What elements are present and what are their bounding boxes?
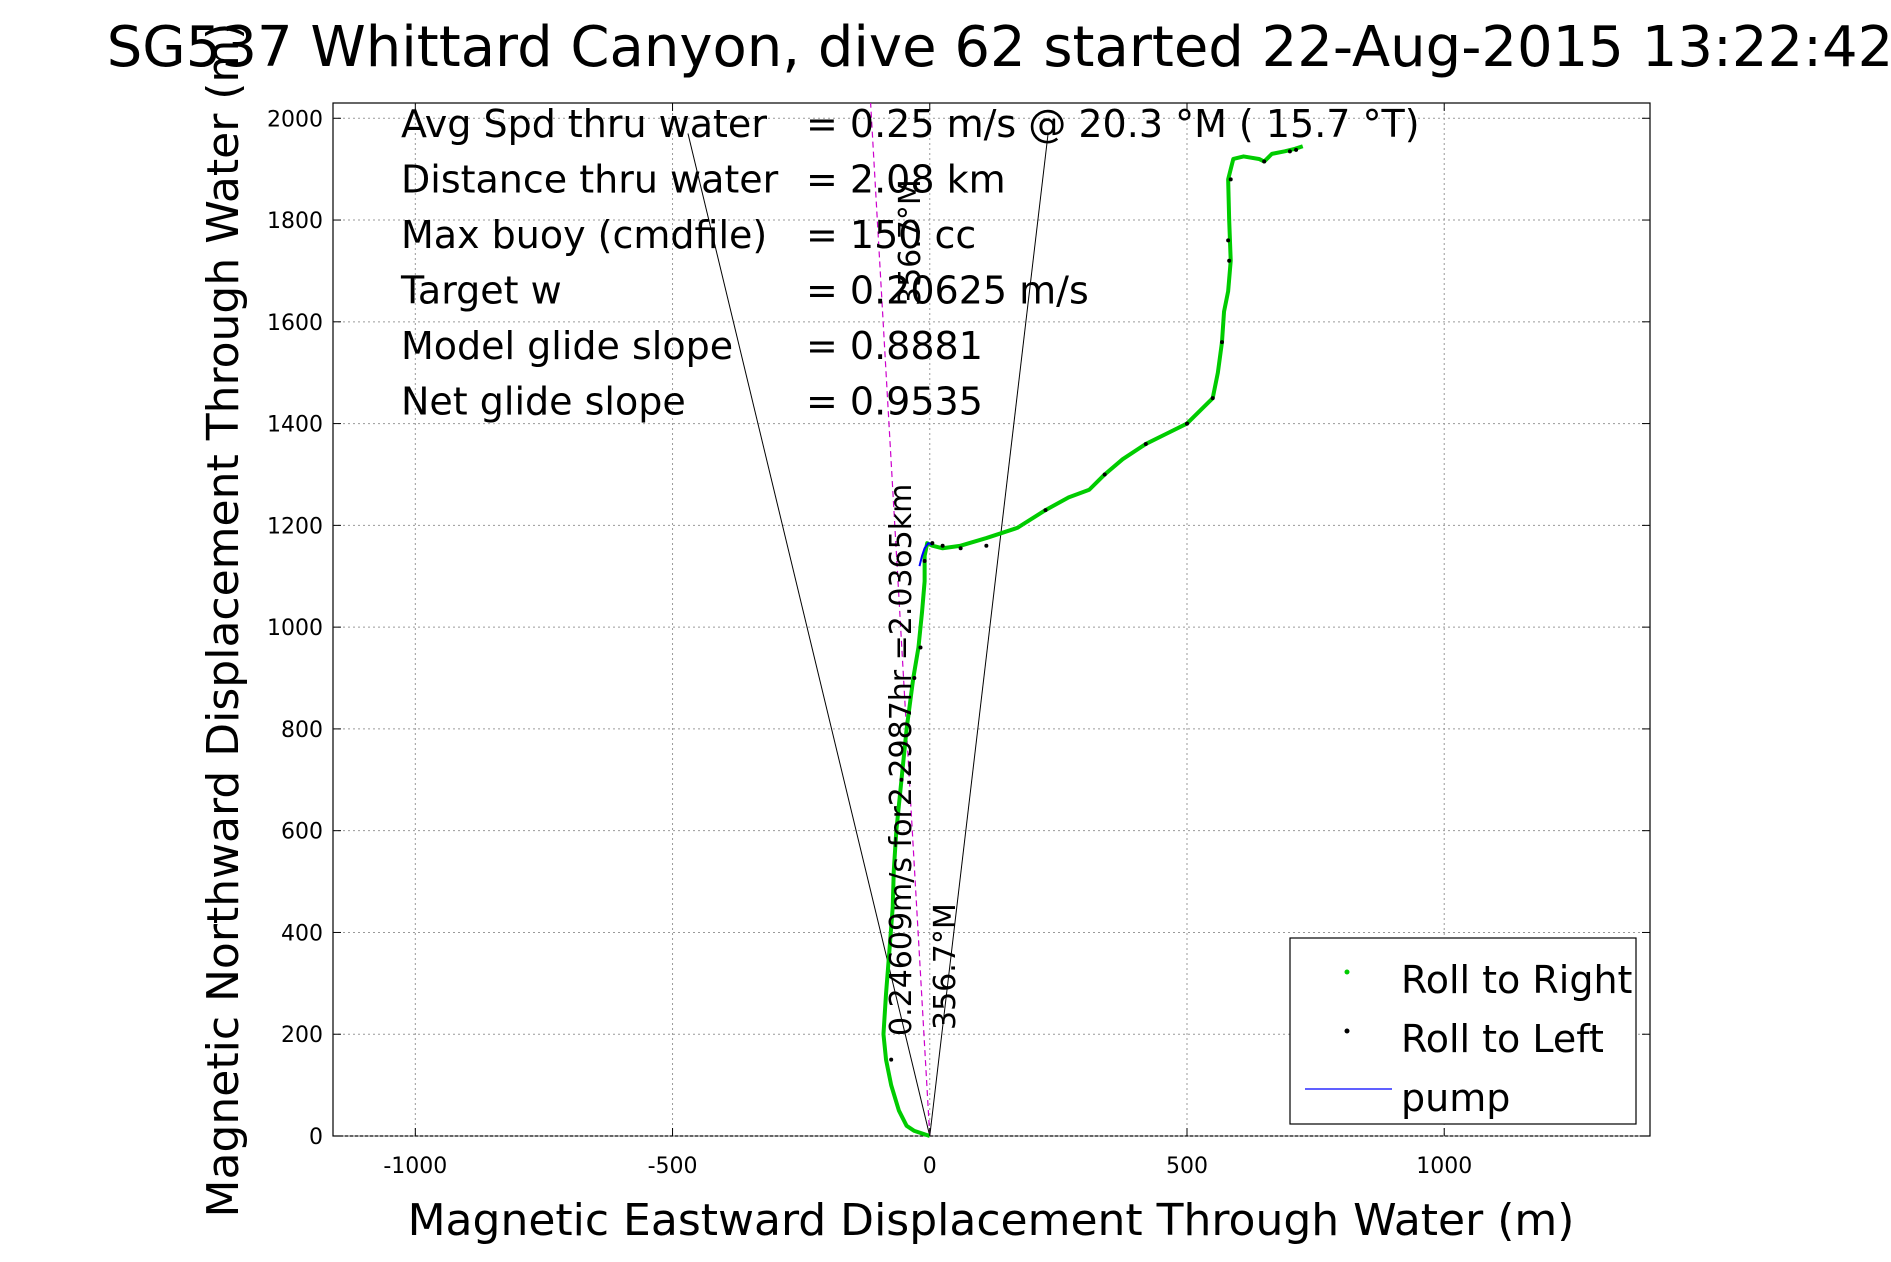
- roll-to-left-point: [1228, 177, 1233, 182]
- y-tick-label: 1200: [267, 514, 323, 539]
- stat-value: = 0.25 m/s @ 20.3 °M ( 15.7 °T): [806, 102, 1420, 146]
- roll-to-left-point: [1102, 472, 1107, 477]
- x-tick-label: 1000: [1416, 1154, 1472, 1179]
- y-tick-label: 2000: [267, 107, 323, 132]
- roll-to-left-point: [889, 1057, 894, 1062]
- roll-to-left-point: [1210, 396, 1215, 401]
- roll-to-left-point: [958, 546, 963, 551]
- legend-marker-roll-right: [1344, 969, 1350, 975]
- roll-to-left-point: [1219, 340, 1224, 345]
- data-series: [881, 144, 1304, 1138]
- stat-value: = 150 cc: [806, 213, 976, 257]
- stat-label: Model glide slope: [401, 324, 733, 368]
- heading-line: [870, 102, 931, 1137]
- y-tick-label: 1000: [267, 616, 323, 641]
- chart-title: SG537 Whittard Canyon, dive 62 started 2…: [107, 15, 1891, 80]
- x-axis-label: Magnetic Eastward Displacement Through W…: [408, 1195, 1575, 1246]
- roll-to-left-point: [930, 541, 935, 546]
- roll-to-left-point: [1287, 149, 1292, 154]
- y-tick-label: 1600: [267, 311, 323, 336]
- heading-label-b: 356.7°M: [893, 179, 928, 306]
- stat-value: = 0.8881: [806, 324, 983, 368]
- roll-to-left-point: [922, 558, 927, 563]
- y-tick-label: 200: [281, 1023, 323, 1048]
- current-label: 0.24609m/s for2.2987hr =2.0365km: [884, 484, 919, 1036]
- x-tick-label: -500: [648, 1154, 698, 1179]
- roll-to-left-point: [899, 777, 904, 782]
- stat-label: Max buoy (cmdfile): [401, 213, 767, 257]
- stat-label: Distance thru water: [401, 158, 779, 202]
- roll-to-left-point: [1043, 508, 1048, 513]
- plot-area: [332, 102, 1651, 1137]
- roll-to-left-point: [940, 543, 945, 548]
- stat-value: = 0.20625 m/s: [806, 269, 1089, 313]
- y-axis-label: Magnetic Northward Displacement Through …: [198, 23, 249, 1218]
- x-tick-label: -1000: [383, 1154, 447, 1179]
- reference-lines: [687, 102, 1049, 1137]
- axis-ticks: -1000 -500 0 500 1000 0 200 400 600 800 1000 1200 14…: [267, 103, 1650, 1179]
- stat-value: = 0.9535: [806, 380, 983, 424]
- cone-line-right: [929, 133, 1049, 1137]
- y-tick-label: 0: [309, 1125, 323, 1150]
- stat-label: Net glide slope: [401, 380, 686, 424]
- series-pump: [918, 541, 933, 567]
- stats-block: Avg Spd thru water = 0.25 m/s @ 20.3 °M (…: [400, 102, 1420, 424]
- roll-to-left-point: [984, 543, 989, 548]
- roll-to-left-point: [1226, 238, 1231, 243]
- legend-marker-roll-left: [1344, 1028, 1350, 1034]
- x-tick-label: 0: [923, 1154, 937, 1179]
- y-tick-label: 800: [281, 718, 323, 743]
- legend-label-pump: pump: [1401, 1076, 1510, 1120]
- x-tick-label: 500: [1166, 1154, 1208, 1179]
- y-tick-label: 600: [281, 820, 323, 845]
- stat-label: Target w: [400, 269, 562, 313]
- roll-to-left-point: [1294, 147, 1299, 152]
- legend: Roll to Right Roll to Left pump: [1289, 937, 1637, 1125]
- roll-to-left-point: [918, 645, 923, 650]
- stat-value: = 2.08 km: [806, 158, 1006, 202]
- y-tick-label: 400: [281, 921, 323, 946]
- roll-to-left-point: [912, 676, 917, 681]
- y-tick-label: 1400: [267, 413, 323, 438]
- y-tick-label: 1800: [267, 209, 323, 234]
- roll-to-left-point: [1143, 441, 1148, 446]
- legend-label-roll-left: Roll to Left: [1401, 1017, 1604, 1061]
- roll-to-left-point: [1227, 258, 1232, 263]
- roll-to-left-point: [1262, 159, 1267, 164]
- stat-label: Avg Spd thru water: [401, 102, 767, 146]
- roll-to-left-point: [1184, 421, 1189, 426]
- legend-label-roll-right: Roll to Right: [1401, 958, 1632, 1002]
- heading-label-a: 356.7°M: [928, 903, 963, 1030]
- annotations: 0.24609m/s for2.2987hr =2.0365km 356.7°M…: [884, 179, 963, 1036]
